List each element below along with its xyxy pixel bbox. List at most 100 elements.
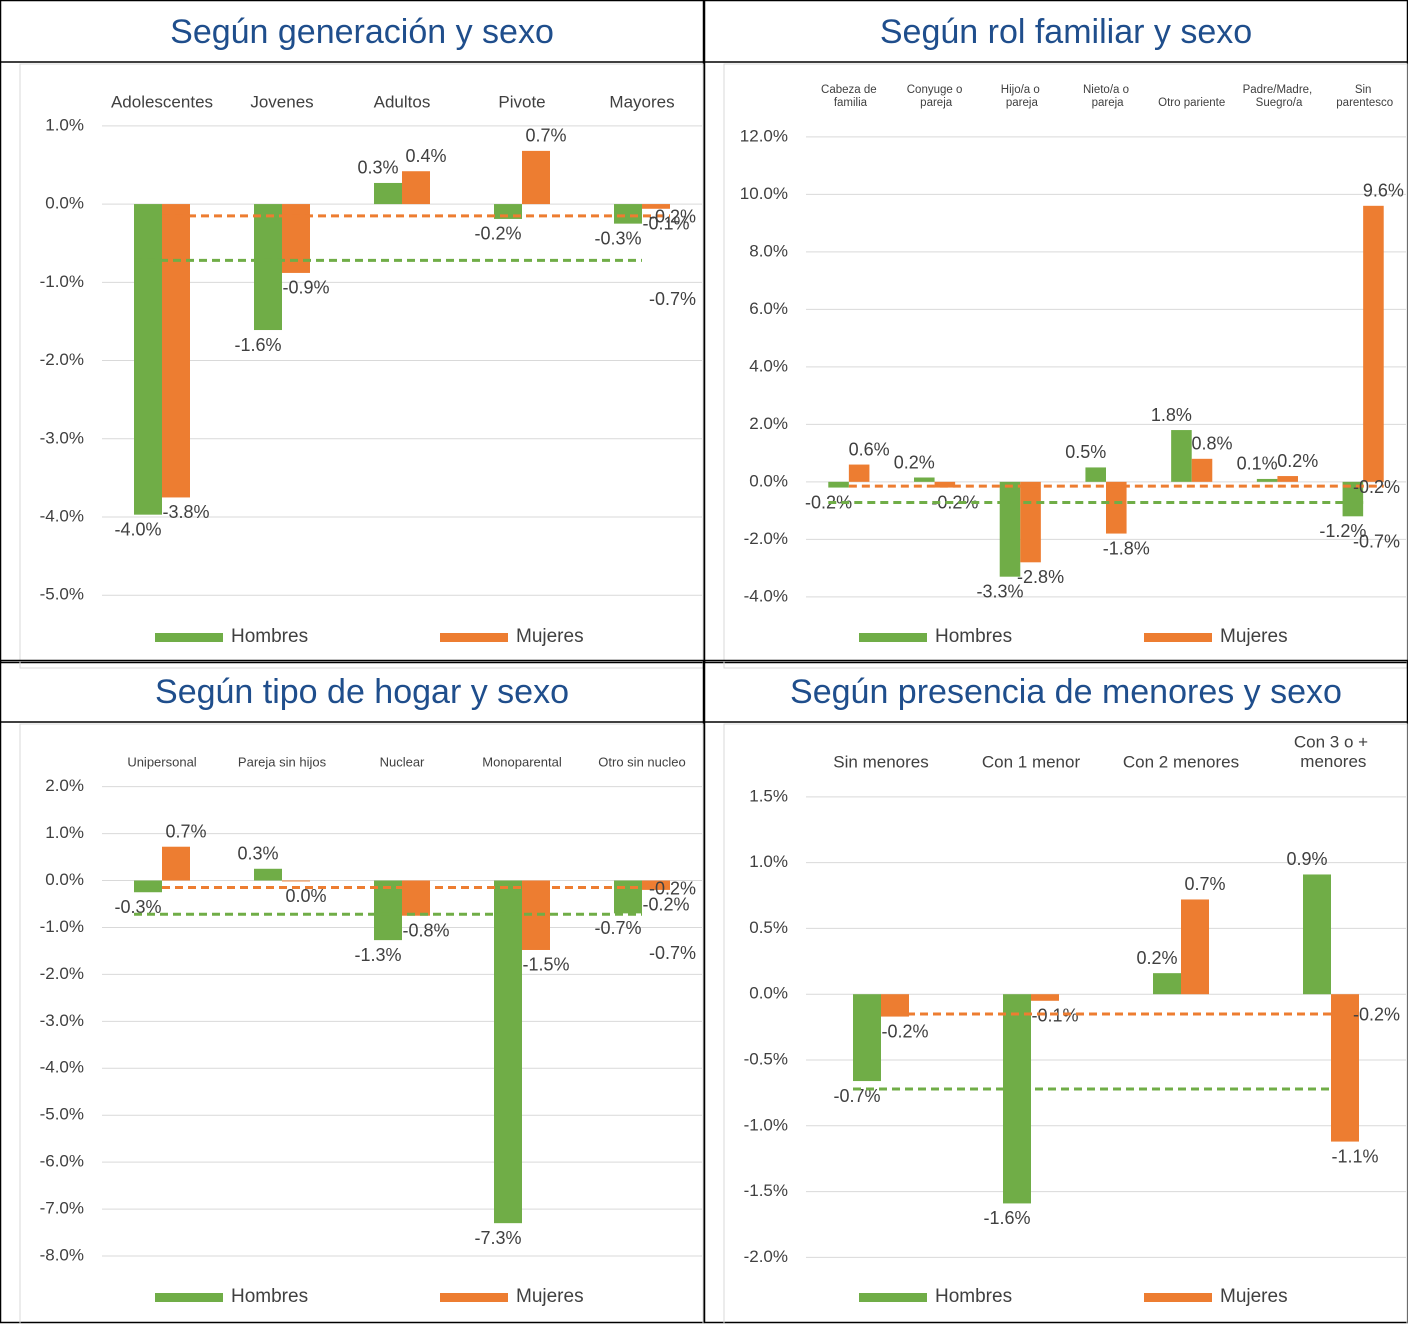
legend-label: Mujeres bbox=[516, 1286, 584, 1307]
bar bbox=[642, 880, 670, 890]
data-label: -0.3% bbox=[594, 228, 641, 248]
bar bbox=[642, 204, 670, 209]
data-label: -0.1% bbox=[1031, 1006, 1078, 1026]
bar bbox=[1181, 899, 1209, 995]
y-tick-label: 0.0% bbox=[749, 471, 788, 490]
data-label: 0.7% bbox=[1184, 874, 1225, 894]
data-label: 0.6% bbox=[849, 439, 890, 459]
x-tick-label: Nuclear bbox=[380, 754, 425, 769]
bar bbox=[374, 182, 402, 205]
y-tick-label: -4.0% bbox=[744, 586, 788, 605]
bar bbox=[254, 868, 282, 881]
bar bbox=[1020, 481, 1041, 563]
data-label: -0.7% bbox=[594, 918, 641, 938]
bar bbox=[1153, 973, 1181, 995]
bar bbox=[1277, 476, 1298, 482]
legend-swatch bbox=[155, 1293, 223, 1302]
y-tick-label: 0.0% bbox=[45, 194, 84, 213]
legend-label: Hombres bbox=[231, 1286, 308, 1307]
y-tick-label: 0.0% bbox=[749, 984, 788, 1003]
y-tick-label: -7.0% bbox=[40, 1199, 84, 1218]
plot-frame bbox=[19, 63, 704, 669]
y-tick-label: -5.0% bbox=[40, 1105, 84, 1124]
y-tick-label: 4.0% bbox=[749, 356, 788, 375]
legend-label: Mujeres bbox=[1220, 1286, 1288, 1307]
bar bbox=[282, 880, 310, 882]
data-label: 9.6% bbox=[1363, 181, 1404, 201]
legend-swatch bbox=[155, 633, 223, 642]
data-label: -1.8% bbox=[1103, 538, 1150, 558]
data-label: 0.7% bbox=[525, 126, 566, 146]
y-tick-label: -4.0% bbox=[40, 506, 84, 525]
y-tick-label: 0.5% bbox=[749, 918, 788, 937]
bar bbox=[402, 880, 430, 916]
bar bbox=[134, 204, 162, 515]
bar bbox=[848, 464, 870, 482]
bar bbox=[1171, 430, 1192, 482]
x-tick-label: Adolescentes bbox=[111, 92, 213, 111]
data-label: 0.5% bbox=[1065, 442, 1106, 462]
average-label: -0.2% bbox=[1353, 1005, 1400, 1025]
data-label: -0.9% bbox=[282, 278, 329, 298]
y-tick-label: 1.0% bbox=[45, 823, 84, 842]
bar bbox=[1106, 481, 1127, 534]
average-label: -0.7% bbox=[1353, 531, 1400, 551]
plot-frame bbox=[19, 723, 704, 1324]
bar bbox=[1003, 994, 1031, 1204]
data-label: 0.4% bbox=[405, 146, 446, 166]
data-label: -3.8% bbox=[162, 502, 209, 522]
y-tick-label: -1.0% bbox=[40, 917, 84, 936]
x-tick-label: Con 3 o + menores bbox=[1294, 733, 1368, 772]
bar bbox=[162, 846, 190, 881]
x-tick-label: Con 1 menor bbox=[982, 752, 1081, 771]
data-label: -3.3% bbox=[976, 581, 1023, 601]
x-tick-label: Jovenes bbox=[250, 92, 313, 111]
average-label: -0.7% bbox=[649, 289, 696, 309]
bar bbox=[614, 880, 642, 914]
average-label: -0.2% bbox=[649, 207, 696, 227]
bar bbox=[914, 477, 935, 482]
y-tick-label: 8.0% bbox=[749, 241, 788, 260]
bar bbox=[614, 204, 642, 224]
bar bbox=[1031, 994, 1059, 1001]
data-label: 0.9% bbox=[1286, 849, 1327, 869]
data-label: -1.3% bbox=[354, 945, 401, 965]
data-label: 0.3% bbox=[237, 844, 278, 864]
bar bbox=[374, 880, 402, 941]
y-tick-label: -2.0% bbox=[40, 964, 84, 983]
x-tick-label: Adultos bbox=[374, 92, 431, 111]
data-label: -1.2% bbox=[1319, 521, 1366, 541]
y-tick-label: 0.0% bbox=[45, 870, 84, 889]
x-tick-label: Padre/Madre, Suegro/a bbox=[1243, 84, 1313, 109]
chart-panel: Según tipo de hogar y sexo 2.0% 1.0% 0.0% -1… bbox=[0, 659, 705, 1324]
y-tick-label: -1.0% bbox=[744, 1115, 788, 1134]
bar bbox=[999, 481, 1021, 577]
data-label: 0.8% bbox=[1191, 434, 1232, 454]
average-label: -0.7% bbox=[649, 943, 696, 963]
bar bbox=[1191, 458, 1213, 482]
legend-label: Mujeres bbox=[1220, 626, 1288, 647]
y-tick-label: -2.0% bbox=[40, 350, 84, 369]
legend-swatch bbox=[1144, 1293, 1212, 1302]
bar bbox=[853, 994, 881, 1082]
data-label: -0.2% bbox=[642, 895, 689, 915]
y-tick-label: 1.5% bbox=[749, 786, 788, 805]
bar bbox=[134, 880, 162, 893]
x-tick-label: Sin menores bbox=[833, 752, 928, 771]
y-tick-label: -4.0% bbox=[40, 1058, 84, 1077]
x-tick-label: Pareja sin hijos bbox=[238, 754, 327, 769]
bar bbox=[1303, 874, 1331, 995]
y-tick-label: -1.5% bbox=[744, 1181, 788, 1200]
plot-frame bbox=[723, 723, 1408, 1324]
y-tick-label: -8.0% bbox=[40, 1246, 84, 1265]
data-label: -0.8% bbox=[402, 920, 449, 940]
y-tick-label: 12.0% bbox=[740, 126, 788, 145]
data-label: 1.8% bbox=[1151, 405, 1192, 425]
bar bbox=[1331, 994, 1359, 1142]
y-tick-label: -3.0% bbox=[40, 1011, 84, 1030]
panel-frame bbox=[0, 0, 705, 664]
chart-title: Según presencia de menores y sexo bbox=[790, 673, 1342, 711]
data-label: -1.5% bbox=[522, 955, 569, 975]
y-tick-label: -3.0% bbox=[40, 428, 84, 447]
bar bbox=[1363, 205, 1384, 482]
